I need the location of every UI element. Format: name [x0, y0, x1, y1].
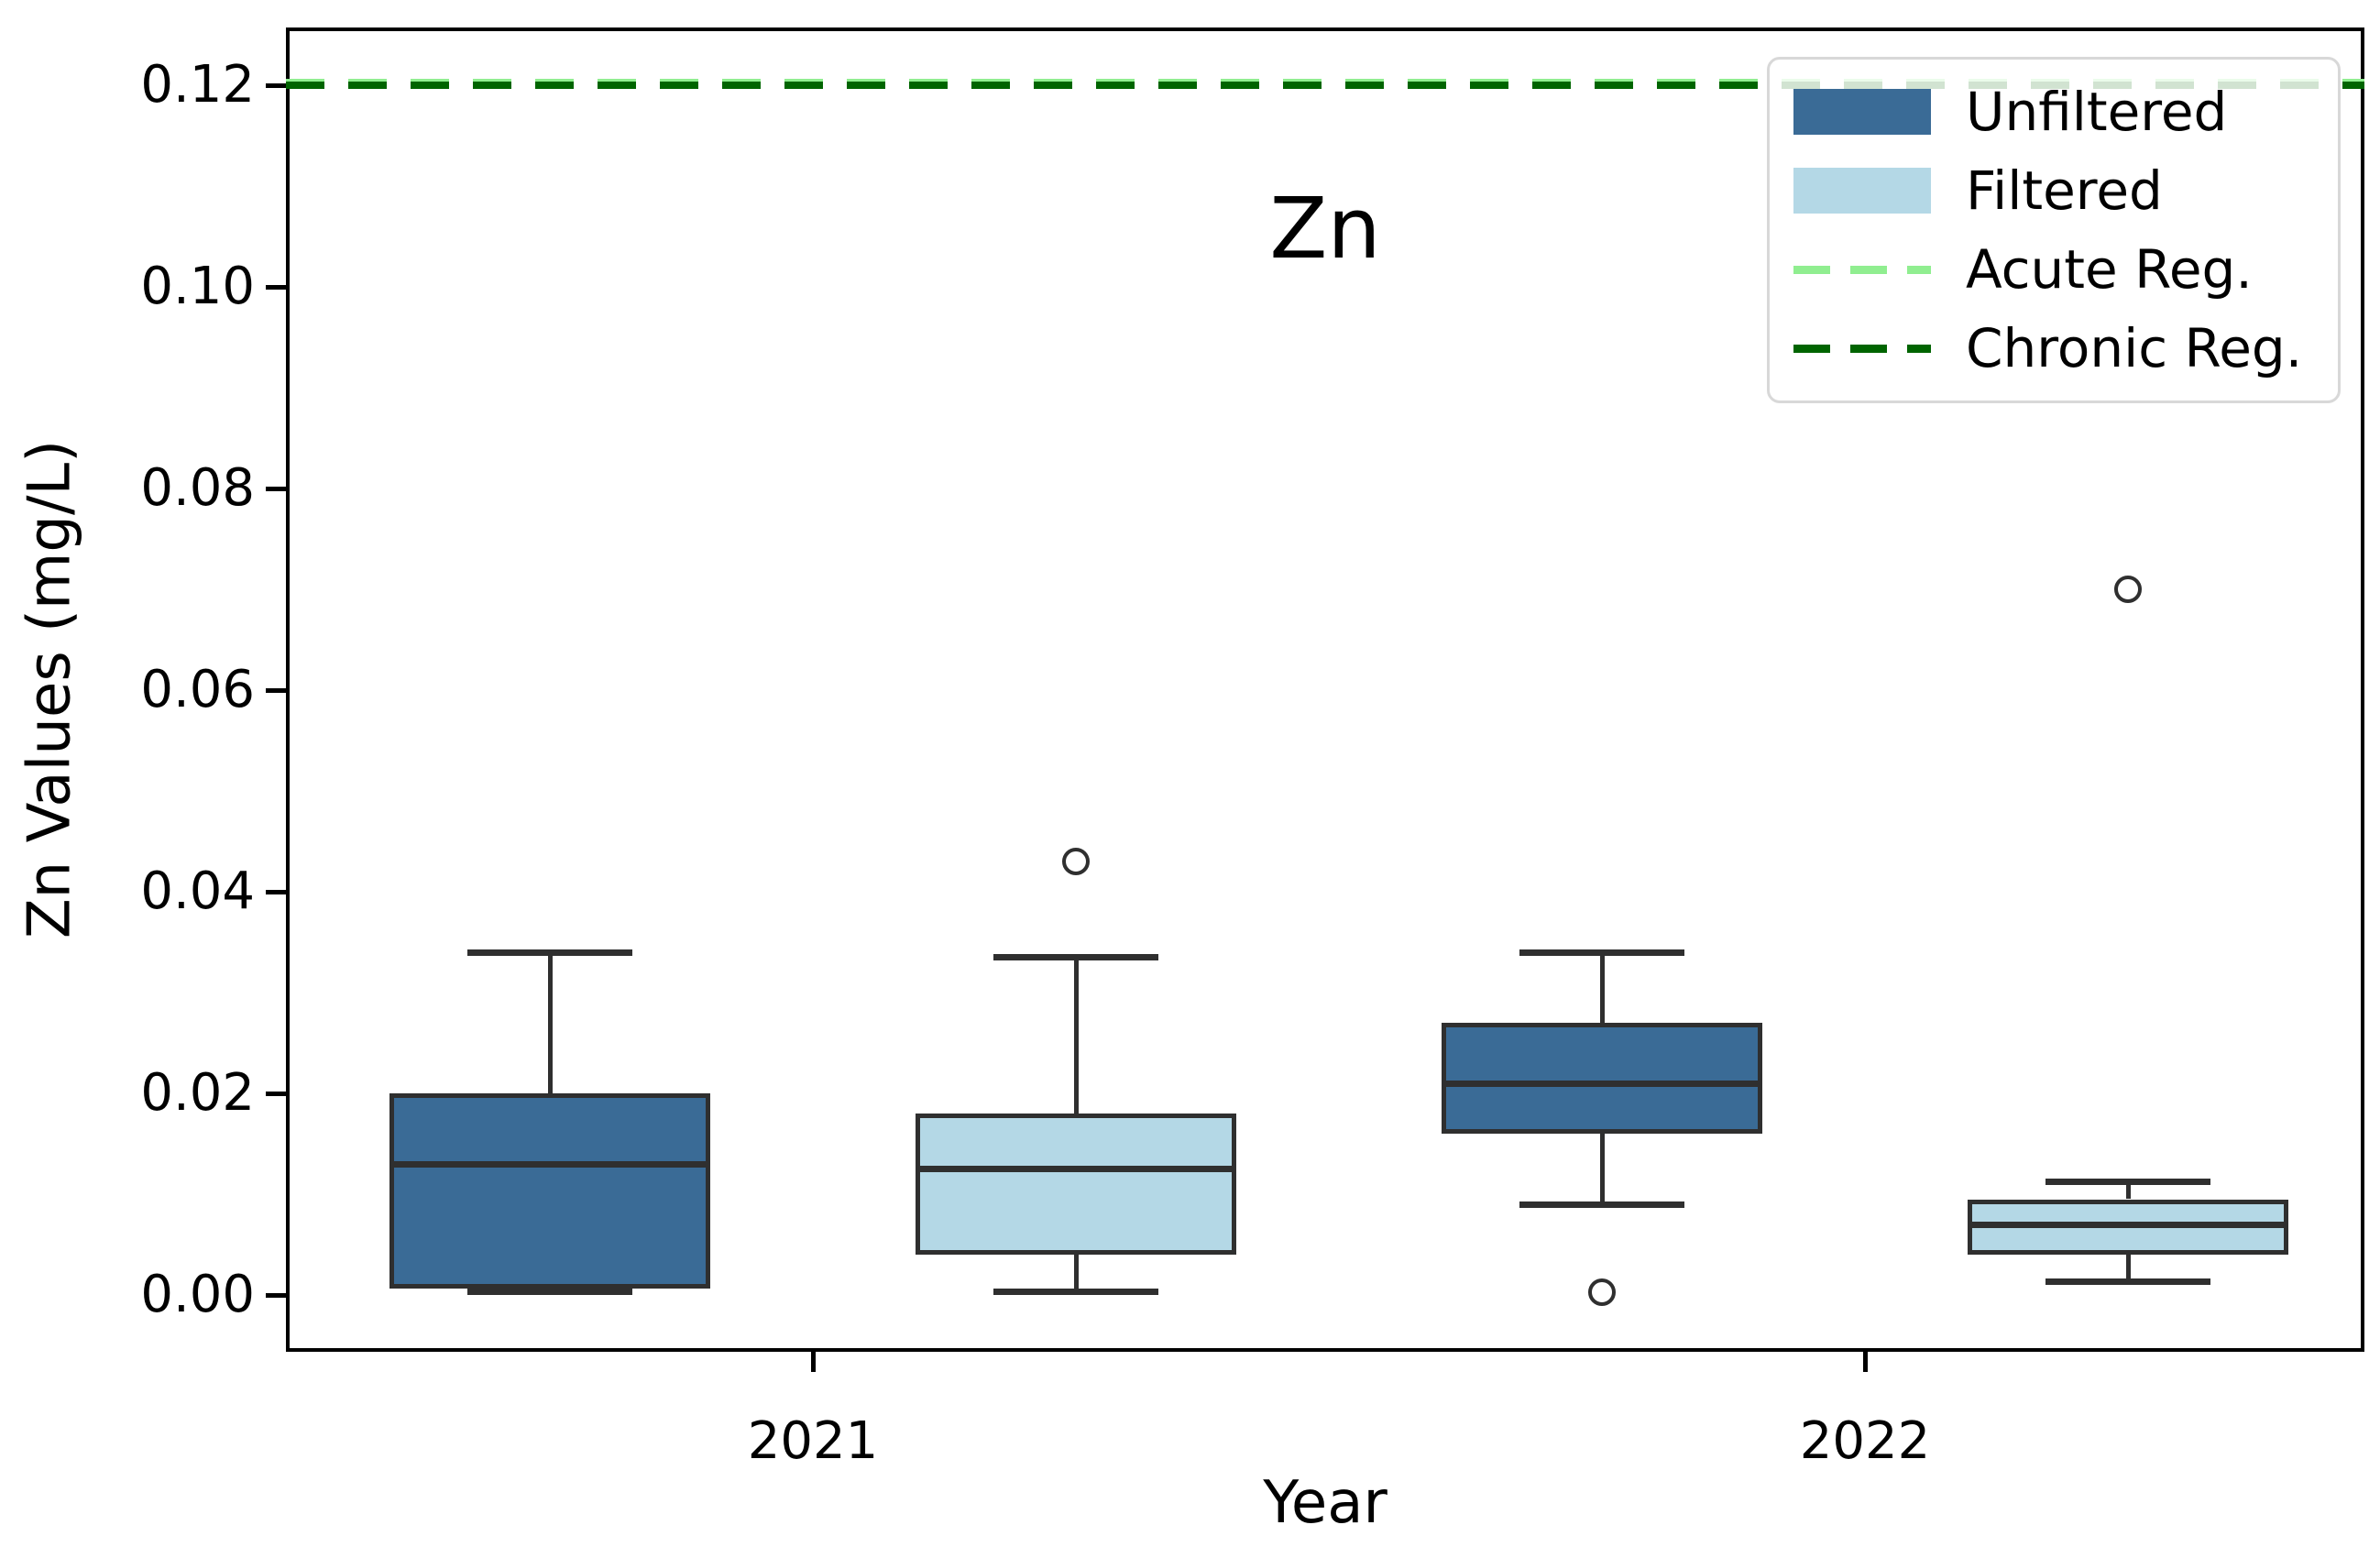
median-unfiltered-2022	[1442, 1080, 1762, 1087]
legend-row: Unfiltered	[1793, 82, 2314, 141]
legend: Unfiltered Filtered Acute Reg. Chronic Reg.	[1767, 57, 2341, 403]
cap-lower-filtered-2022	[2045, 1278, 2210, 1286]
y-tick-mark	[266, 82, 286, 88]
outlier-unfiltered-2022	[1588, 1278, 1616, 1306]
y-tick-label: 0.06	[140, 660, 255, 719]
whisker-upper-unfiltered-2022	[1599, 952, 1605, 1023]
median-filtered-2021	[916, 1166, 1236, 1172]
cap-lower-filtered-2021	[993, 1289, 1158, 1296]
cap-lower-unfiltered-2021	[467, 1289, 632, 1296]
legend-label: Chronic Reg.	[1966, 317, 2303, 379]
legend-dashed-line-swatch	[1793, 265, 1931, 274]
whisker-upper-filtered-2022	[2125, 1181, 2131, 1200]
x-tick-mark	[810, 1352, 816, 1372]
median-filtered-2022	[1968, 1221, 2288, 1228]
legend-label: Unfiltered	[1966, 81, 2228, 143]
x-tick-mark	[1862, 1352, 1868, 1372]
legend-dashed-line-swatch	[1793, 344, 1931, 353]
outlier-filtered-2022	[2114, 576, 2142, 603]
whisker-lower-unfiltered-2022	[1599, 1134, 1605, 1204]
x-tick-label: 2022	[1799, 1411, 1931, 1471]
whisker-upper-unfiltered-2021	[547, 952, 553, 1093]
cap-upper-unfiltered-2021	[467, 949, 632, 956]
y-tick-label: 0.08	[140, 458, 255, 518]
box-filtered-2021	[916, 1114, 1236, 1255]
box-unfiltered-2022	[1442, 1023, 1762, 1134]
legend-label: Acute Reg.	[1966, 238, 2253, 301]
y-tick-mark	[266, 486, 286, 491]
whisker-upper-filtered-2021	[1073, 957, 1079, 1114]
y-tick-mark	[266, 1292, 286, 1298]
y-tick-label: 0.10	[140, 257, 255, 316]
y-tick-mark	[266, 1091, 286, 1096]
y-tick-mark	[266, 889, 286, 894]
cap-upper-filtered-2021	[993, 954, 1158, 960]
x-tick-label: 2021	[747, 1411, 879, 1471]
y-tick-mark	[266, 284, 286, 290]
y-axis-label: Zn Values (mg/L)	[16, 439, 84, 939]
y-tick-label: 0.12	[140, 55, 255, 115]
legend-patch-swatch	[1793, 89, 1931, 135]
legend-patch-swatch	[1793, 168, 1931, 214]
x-axis-label: Year	[1263, 1469, 1387, 1537]
cap-upper-filtered-2022	[2045, 1179, 2210, 1186]
reference-line-chronic-reg-	[286, 82, 2364, 89]
median-unfiltered-2021	[389, 1160, 710, 1168]
y-tick-label: 0.00	[140, 1265, 255, 1324]
whisker-lower-filtered-2021	[1073, 1255, 1079, 1292]
y-tick-label: 0.04	[140, 861, 255, 921]
outlier-filtered-2021	[1062, 848, 1090, 875]
cap-lower-unfiltered-2022	[1519, 1201, 1684, 1208]
legend-label: Filtered	[1966, 159, 2163, 222]
legend-row: Acute Reg.	[1793, 240, 2314, 299]
chart-title: Zn	[1269, 180, 1381, 278]
whisker-lower-filtered-2022	[2125, 1255, 2131, 1282]
cap-upper-unfiltered-2022	[1519, 949, 1684, 956]
legend-row: Chronic Reg.	[1793, 319, 2314, 378]
box-unfiltered-2021	[389, 1093, 710, 1289]
plot-area	[286, 27, 2364, 1352]
legend-row: Filtered	[1793, 161, 2314, 220]
y-tick-mark	[266, 687, 286, 693]
y-tick-label: 0.02	[140, 1063, 255, 1123]
